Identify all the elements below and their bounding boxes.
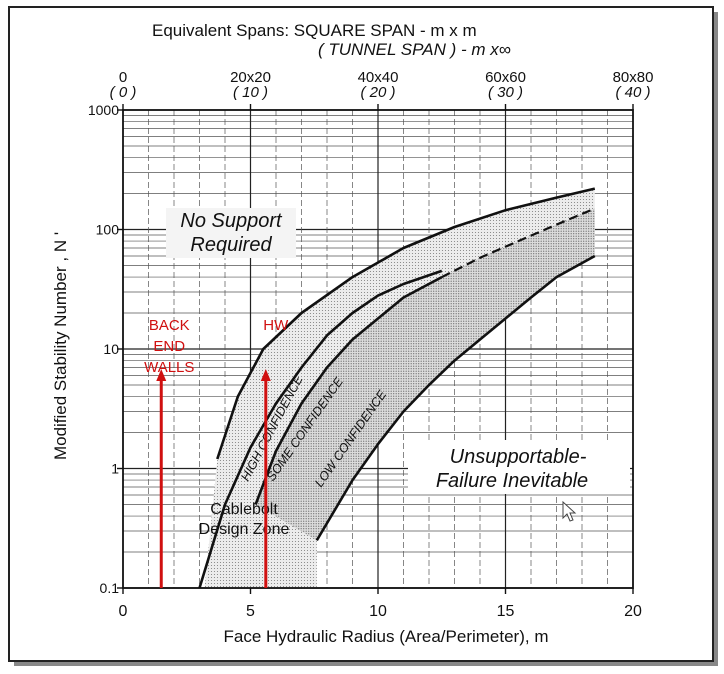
top-tick-square: 80x80 bbox=[613, 69, 654, 86]
x-tick-label: 0 bbox=[119, 603, 128, 620]
annotation-label: END bbox=[153, 338, 185, 355]
curve-no_support bbox=[216, 187, 596, 460]
no-support-line2: Required bbox=[190, 234, 272, 256]
top-tick-square: 40x40 bbox=[358, 69, 399, 86]
curve-dashed bbox=[441, 207, 596, 279]
annotations: BACK END WALLS HW bbox=[144, 317, 289, 588]
top-tick-tunnel: ( 40 ) bbox=[615, 84, 650, 101]
y-tick-label: 1000 bbox=[88, 102, 119, 118]
top-axis-title-line2: ( TUNNEL SPAN ) - m x∞ bbox=[318, 40, 511, 59]
x-tick-label: 10 bbox=[369, 603, 387, 620]
no-support-label: No Support Required bbox=[166, 208, 296, 258]
y-tick-label: 1 bbox=[111, 461, 119, 477]
y-tick-label: 100 bbox=[96, 222, 120, 238]
cablebolt-line2: Design Zone bbox=[199, 521, 290, 538]
x-tick-label: 20 bbox=[624, 603, 642, 620]
curve-upper_zone bbox=[198, 269, 443, 588]
annotation-arrow-head bbox=[156, 369, 167, 382]
top-axis-title-line1: Equivalent Spans: SQUARE SPAN - m x m bbox=[152, 21, 477, 40]
x-axis-label: Face Hydraulic Radius (Area/Perimeter), … bbox=[224, 627, 549, 646]
y-axis-ticks: 0.1 1 10 100 1000 bbox=[88, 102, 123, 596]
unsupportable-line2: Failure Inevitable bbox=[436, 470, 588, 492]
annotation-label: WALLS bbox=[144, 359, 194, 376]
unsupportable-label: Unsupportable- Failure Inevitable bbox=[408, 440, 630, 494]
top-tick-tunnel: ( 30 ) bbox=[488, 84, 523, 101]
no-support-line1: No Support bbox=[180, 210, 283, 232]
top-tick-tunnel: ( 0 ) bbox=[110, 84, 137, 101]
top-tick-square: 0 bbox=[119, 69, 127, 86]
low-confidence-shading bbox=[255, 208, 595, 541]
top-tick-tunnel: ( 20 ) bbox=[360, 84, 395, 101]
y-tick-label: 0.1 bbox=[100, 580, 120, 596]
x-tick-label: 5 bbox=[246, 603, 255, 620]
curves bbox=[198, 187, 596, 588]
x-tick-label: 15 bbox=[497, 603, 515, 620]
annotation-label: BACK bbox=[149, 317, 190, 334]
x-axis-ticks: 0 5 10 15 20 bbox=[119, 588, 642, 620]
top-tick-square: 60x60 bbox=[485, 69, 526, 86]
cablebolt-line1: Cablebolt bbox=[210, 501, 278, 518]
top-tick-square: 20x20 bbox=[230, 69, 271, 86]
annotation-arrow-head bbox=[260, 369, 271, 382]
y-tick-label: 10 bbox=[103, 341, 119, 357]
top-axis-ticks: 0( 0 ) 20x20( 10 ) 40x40( 20 ) 60x60( 30 ) 8… bbox=[110, 69, 654, 110]
mouse-cursor-icon bbox=[562, 500, 577, 522]
curve-low_conf_lower bbox=[315, 254, 596, 542]
y-axis-label: Modified Stability Number , N ' bbox=[51, 232, 70, 460]
annotation-label: HW bbox=[263, 317, 289, 334]
unsupportable-line1: Unsupportable- bbox=[450, 446, 587, 468]
curve-some_conf_upper bbox=[254, 275, 443, 505]
top-tick-tunnel: ( 10 ) bbox=[233, 84, 268, 101]
